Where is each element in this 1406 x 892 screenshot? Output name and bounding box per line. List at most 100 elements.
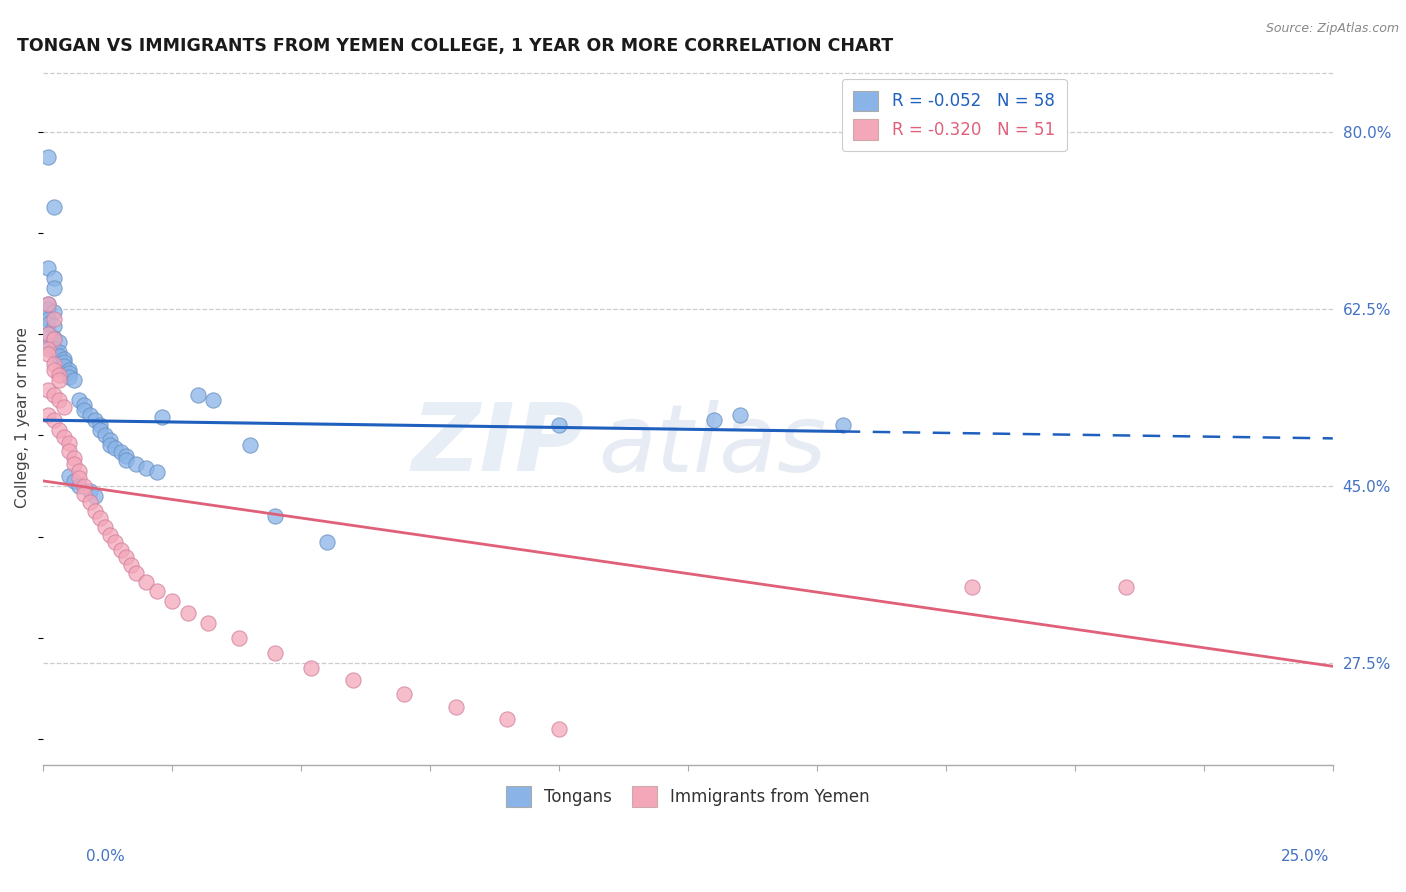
Point: [202, 392, 225, 407]
Point: [58, 366, 80, 380]
Point: [37, 296, 59, 310]
Point: [264, 509, 287, 524]
Point: [79, 484, 101, 499]
Point: [89, 418, 111, 433]
Point: [37, 383, 59, 397]
Point: [496, 712, 519, 726]
Point: [52, 400, 75, 414]
Point: [37, 327, 59, 342]
Point: [145, 465, 167, 479]
Point: [37, 261, 59, 276]
Point: [94, 519, 117, 533]
Point: [52, 355, 75, 369]
Point: [37, 339, 59, 353]
Point: [79, 495, 101, 509]
Point: [42, 332, 65, 346]
Point: [228, 631, 250, 645]
Point: [264, 646, 287, 660]
Point: [110, 444, 132, 458]
Point: [342, 673, 364, 688]
Point: [52, 352, 75, 367]
Point: [58, 369, 80, 384]
Point: [48, 345, 70, 359]
Point: [135, 460, 157, 475]
Point: [37, 327, 59, 342]
Point: [394, 687, 416, 701]
Point: [42, 305, 65, 319]
Point: [73, 479, 96, 493]
Point: [48, 335, 70, 350]
Point: [83, 489, 105, 503]
Legend: Tongans, Immigrants from Yemen: Tongans, Immigrants from Yemen: [498, 778, 879, 815]
Point: [42, 318, 65, 333]
Point: [63, 474, 86, 488]
Point: [110, 542, 132, 557]
Point: [63, 450, 86, 465]
Point: [79, 408, 101, 422]
Point: [197, 615, 219, 630]
Point: [48, 423, 70, 437]
Point: [37, 347, 59, 361]
Point: [42, 201, 65, 215]
Point: [114, 452, 136, 467]
Point: [42, 271, 65, 285]
Point: [238, 438, 260, 452]
Point: [42, 281, 65, 295]
Point: [176, 606, 198, 620]
Point: [104, 534, 127, 549]
Point: [37, 150, 59, 164]
Point: [89, 511, 111, 525]
Point: [1115, 580, 1137, 594]
Text: ZIP: ZIP: [412, 400, 585, 491]
Point: [42, 358, 65, 372]
Point: [42, 331, 65, 345]
Point: [160, 594, 183, 608]
Point: [48, 349, 70, 363]
Point: [37, 301, 59, 316]
Point: [37, 343, 59, 357]
Point: [42, 343, 65, 357]
Point: [150, 410, 173, 425]
Point: [98, 434, 121, 448]
Point: [187, 388, 209, 402]
Point: [37, 317, 59, 331]
Point: [58, 362, 80, 376]
Point: [548, 722, 571, 736]
Point: [316, 534, 339, 549]
Text: Source: ZipAtlas.com: Source: ZipAtlas.com: [1265, 22, 1399, 36]
Point: [73, 487, 96, 501]
Point: [52, 359, 75, 374]
Point: [125, 566, 148, 580]
Point: [58, 436, 80, 450]
Point: [58, 468, 80, 483]
Point: [52, 430, 75, 444]
Point: [42, 362, 65, 376]
Text: TONGAN VS IMMIGRANTS FROM YEMEN COLLEGE, 1 YEAR OR MORE CORRELATION CHART: TONGAN VS IMMIGRANTS FROM YEMEN COLLEGE,…: [17, 37, 894, 55]
Point: [48, 392, 70, 407]
Point: [94, 428, 117, 442]
Point: [37, 296, 59, 310]
Point: [58, 443, 80, 458]
Point: [67, 464, 90, 478]
Point: [299, 661, 322, 675]
Point: [63, 457, 86, 471]
Point: [67, 392, 90, 407]
Point: [728, 408, 751, 422]
Point: [73, 398, 96, 412]
Point: [89, 423, 111, 437]
Point: [960, 580, 983, 594]
Point: [37, 311, 59, 326]
Point: [37, 408, 59, 422]
Text: 25.0%: 25.0%: [1281, 849, 1329, 864]
Point: [114, 549, 136, 564]
Point: [831, 418, 853, 433]
Point: [67, 471, 90, 485]
Point: [42, 388, 65, 402]
Point: [548, 418, 571, 433]
Point: [63, 373, 86, 387]
Point: [135, 575, 157, 590]
Y-axis label: College, 1 year or more: College, 1 year or more: [15, 327, 30, 508]
Point: [703, 413, 725, 427]
Point: [83, 413, 105, 427]
Text: atlas: atlas: [598, 400, 825, 491]
